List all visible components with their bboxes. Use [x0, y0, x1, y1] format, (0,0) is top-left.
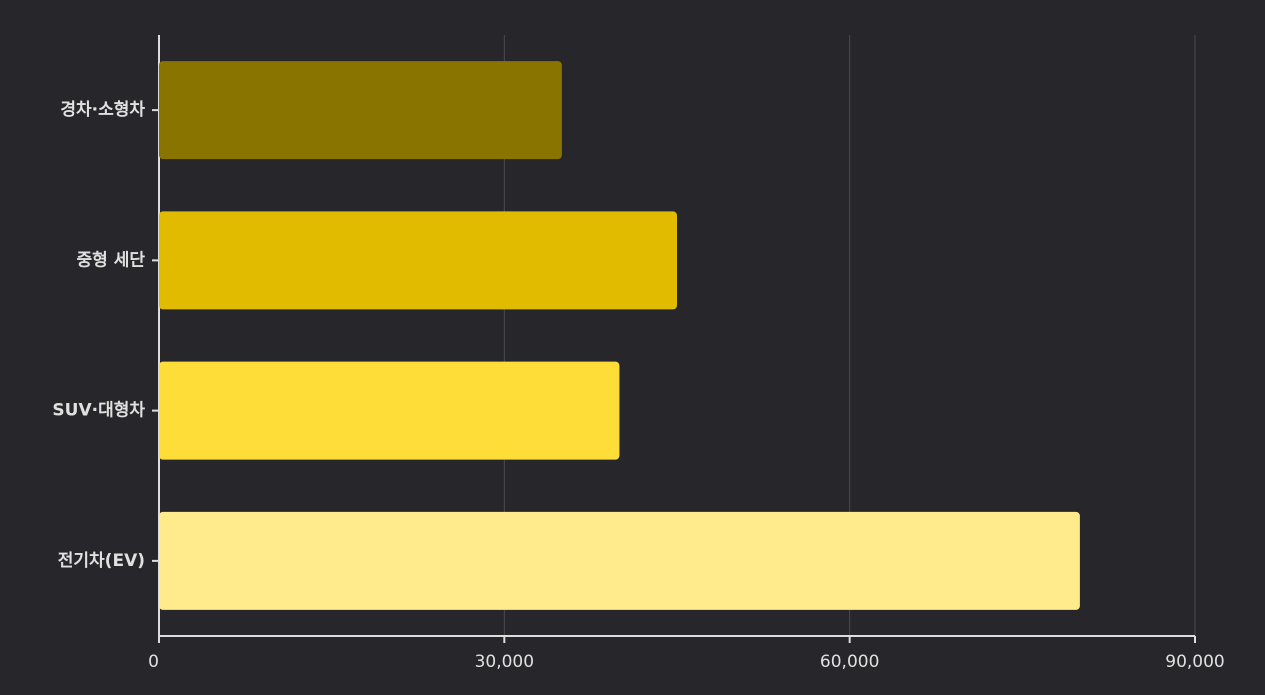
- x-tick-label: 90,000: [1165, 652, 1224, 672]
- bar: [159, 511, 1080, 610]
- x-tick-label: 60,000: [820, 652, 879, 672]
- y-tick-label: 경차·소형차: [60, 99, 145, 120]
- x-tick-label: 0: [148, 652, 159, 672]
- y-tick-label: 전기차(EV): [58, 551, 145, 571]
- bar: [159, 61, 562, 160]
- bar: [159, 361, 620, 460]
- x-tick-label: 30,000: [475, 652, 534, 672]
- y-tick-label: SUV·대형차: [52, 400, 145, 421]
- y-tick-label: 중형 세단: [77, 249, 146, 270]
- bar: [159, 211, 677, 310]
